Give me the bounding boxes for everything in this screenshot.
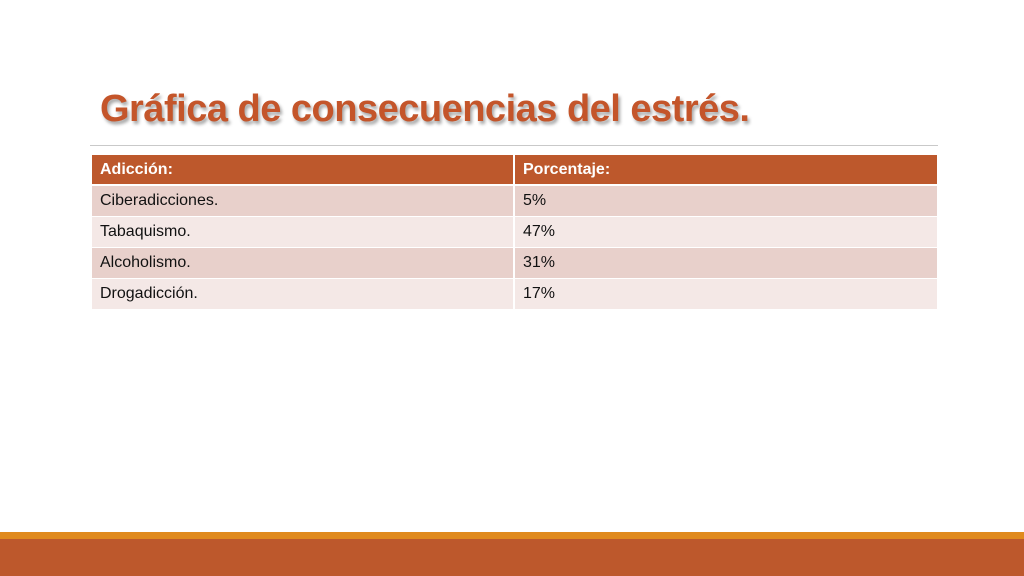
cell-addiction: Tabaquismo. <box>92 216 515 248</box>
table-row: Tabaquismo. 47% <box>92 216 937 248</box>
footer-bar <box>0 539 1024 576</box>
addiction-table: Adicción: Porcentaje: Ciberadicciones. 5… <box>92 155 937 310</box>
cell-percentage: 5% <box>514 185 937 217</box>
cell-addiction: Alcoholismo. <box>92 247 515 279</box>
table-row: Ciberadicciones. 5% <box>92 185 937 217</box>
table-row: Alcoholismo. 31% <box>92 247 937 279</box>
cell-percentage: 17% <box>514 278 937 310</box>
slide-title: Gráfica de consecuencias del estrés. <box>100 88 750 130</box>
cell-percentage: 31% <box>514 247 937 279</box>
cell-addiction: Ciberadicciones. <box>92 185 515 217</box>
header-addiction: Adicción: <box>92 155 515 186</box>
cell-addiction: Drogadicción. <box>92 278 515 310</box>
title-divider <box>90 145 938 146</box>
cell-percentage: 47% <box>514 216 937 248</box>
header-percentage: Porcentaje: <box>514 155 937 186</box>
footer-accent-stripe <box>0 532 1024 539</box>
table-header-row: Adicción: Porcentaje: <box>92 155 937 186</box>
table-row: Drogadicción. 17% <box>92 278 937 310</box>
